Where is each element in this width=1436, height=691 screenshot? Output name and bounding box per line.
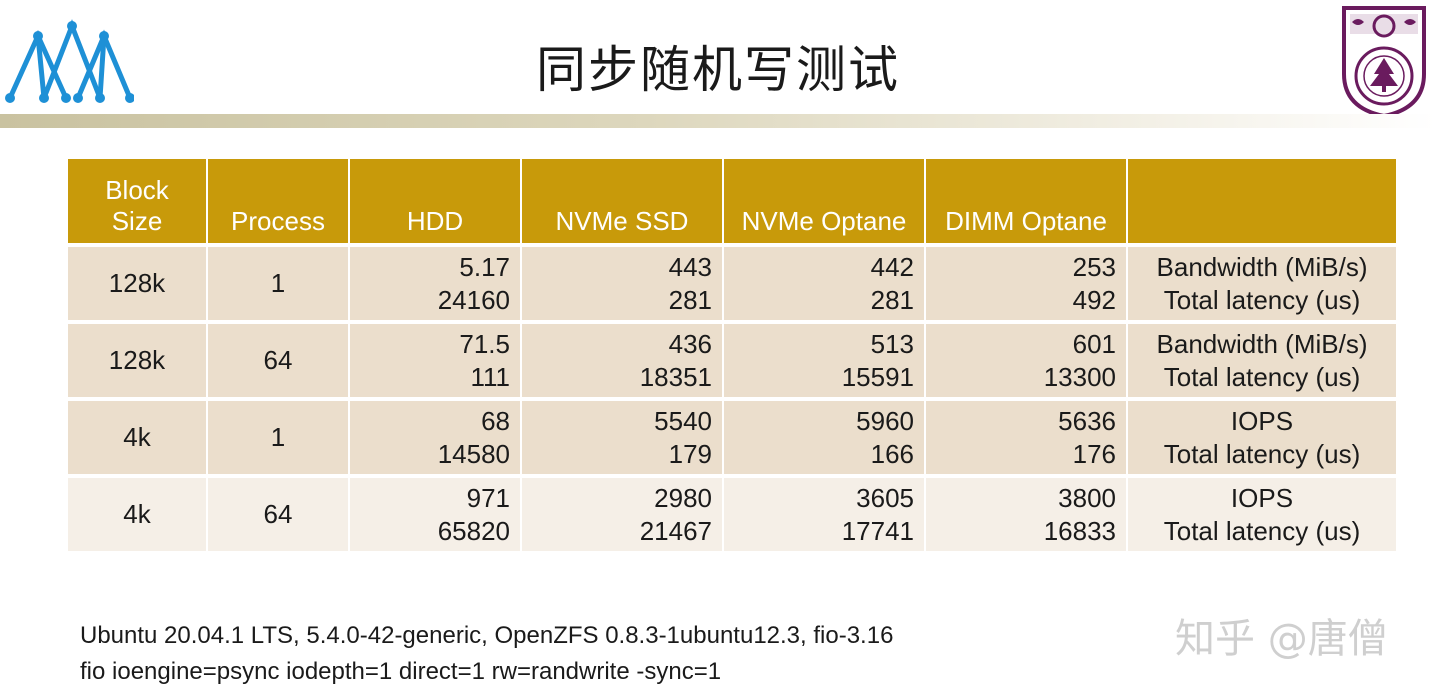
cell-metric: Bandwidth (MiB/s) Total latency (us) bbox=[1128, 243, 1396, 320]
cell-process: 64 bbox=[208, 320, 350, 397]
cell-nvme-optane: 442 281 bbox=[724, 243, 926, 320]
cell-dimm-optane: 601 13300 bbox=[926, 320, 1128, 397]
header-metric bbox=[1128, 159, 1396, 243]
cell-block-size: 128k bbox=[68, 320, 208, 397]
benchmark-table: Block Size Process HDD NVMe SSD NVMe Opt… bbox=[68, 159, 1396, 551]
cell-process: 1 bbox=[208, 243, 350, 320]
cell-metric: IOPS Total latency (us) bbox=[1128, 397, 1396, 474]
header-block-size: Block Size bbox=[68, 159, 208, 243]
header-process: Process bbox=[208, 159, 350, 243]
university-crest-logo-icon bbox=[1342, 6, 1426, 119]
header-dimm-optane: DIMM Optane bbox=[926, 159, 1128, 243]
cell-hdd: 71.5 111 bbox=[350, 320, 522, 397]
footer-line-fio-options: fio ioengine=psync iodepth=1 direct=1 rw… bbox=[80, 658, 722, 685]
cell-dimm-optane: 5636 176 bbox=[926, 397, 1128, 474]
cell-block-size: 4k bbox=[68, 397, 208, 474]
cell-nvme-ssd: 2980 21467 bbox=[522, 474, 724, 551]
cell-hdd: 68 14580 bbox=[350, 397, 522, 474]
cell-nvme-optane: 513 15591 bbox=[724, 320, 926, 397]
cell-process: 64 bbox=[208, 474, 350, 551]
cell-metric: IOPS Total latency (us) bbox=[1128, 474, 1396, 551]
cell-hdd: 971 65820 bbox=[350, 474, 522, 551]
table-row: 128k 1 5.17 24160 443 281 442 281 253 492 Ba… bbox=[68, 243, 1396, 320]
cell-nvme-ssd: 443 281 bbox=[522, 243, 724, 320]
cell-block-size: 128k bbox=[68, 243, 208, 320]
table-row: 128k 64 71.5 111 436 18351 513 15591 601 133… bbox=[68, 320, 1396, 397]
cell-block-size: 4k bbox=[68, 474, 208, 551]
cell-nvme-ssd: 436 18351 bbox=[522, 320, 724, 397]
page-title: 同步随机写测试 bbox=[536, 41, 900, 99]
cell-nvme-optane: 5960 166 bbox=[724, 397, 926, 474]
header-nvme-ssd: NVMe SSD bbox=[522, 159, 724, 243]
cell-nvme-optane: 3605 17741 bbox=[724, 474, 926, 551]
footer-line-environment: Ubuntu 20.04.1 LTS, 5.4.0-42-generic, Op… bbox=[80, 622, 894, 649]
cell-hdd: 5.17 24160 bbox=[350, 243, 522, 320]
cell-dimm-optane: 3800 16833 bbox=[926, 474, 1128, 551]
table-header-row: Block Size Process HDD NVMe SSD NVMe Opt… bbox=[68, 159, 1396, 243]
watermark: 知乎 @唐僧 bbox=[1175, 616, 1388, 662]
mountain-network-logo-icon bbox=[5, 19, 134, 103]
cell-dimm-optane: 253 492 bbox=[926, 243, 1128, 320]
table-row: 4k 64 971 65820 2980 21467 3605 17741 3800 1… bbox=[68, 474, 1396, 551]
cell-process: 1 bbox=[208, 397, 350, 474]
cell-nvme-ssd: 5540 179 bbox=[522, 397, 724, 474]
cell-metric: Bandwidth (MiB/s) Total latency (us) bbox=[1128, 320, 1396, 397]
table-row: 4k 1 68 14580 5540 179 5960 166 5636 176 IOP… bbox=[68, 397, 1396, 474]
header-hdd: HDD bbox=[350, 159, 522, 243]
header-nvme-optane: NVMe Optane bbox=[724, 159, 926, 243]
title-divider bbox=[0, 114, 1436, 128]
footer-notes: Ubuntu 20.04.1 LTS, 5.4.0-42-generic, Op… bbox=[80, 618, 893, 690]
